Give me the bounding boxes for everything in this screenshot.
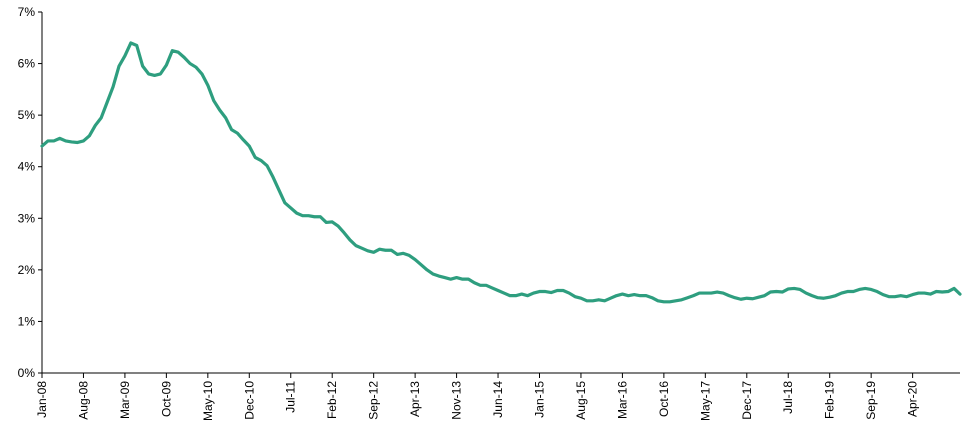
x-tick-label: Mar-09 — [118, 381, 132, 419]
x-tick-label: Sep-19 — [864, 381, 878, 420]
x-tick-label: Jul-18 — [781, 381, 795, 414]
x-tick-label: Jan-08 — [35, 381, 49, 418]
x-tick-label: Feb-19 — [823, 381, 837, 419]
y-tick-label: 6% — [18, 57, 36, 71]
x-tick-label: Aug-15 — [574, 381, 588, 420]
x-tick-label: May-10 — [201, 381, 215, 421]
x-tick-label: Feb-12 — [325, 381, 339, 419]
x-tick-label: Jun-14 — [491, 381, 505, 418]
y-tick-label: 0% — [18, 366, 36, 380]
x-tick-label: May-17 — [698, 381, 712, 421]
x-tick-label: Oct-16 — [657, 381, 671, 417]
x-tick-label: Jan-15 — [532, 381, 546, 418]
x-tick-label: Sep-12 — [367, 381, 381, 420]
y-tick-label: 4% — [18, 160, 36, 174]
y-axis: 0% 1% 2% 3% 4% 5% 6% 7% — [18, 5, 43, 380]
x-tick-label: Oct-09 — [159, 381, 173, 417]
series-line — [40, 41, 962, 304]
x-tick-label: Dec-10 — [242, 381, 256, 420]
x-tick-label: Nov-13 — [450, 381, 464, 420]
y-tick-label: 3% — [18, 211, 36, 225]
x-tick-label: Mar-16 — [615, 381, 629, 419]
y-tick-label: 1% — [18, 314, 36, 328]
y-tick-label: 7% — [18, 5, 36, 19]
x-axis: Jan-08 Aug-08 Mar-09 Oct-09 May-10 Dec-10 Jul-… — [35, 372, 960, 421]
x-tick-label: Aug-08 — [76, 381, 90, 420]
x-tick-label: Jul-11 — [284, 381, 298, 413]
x-tick-label: Apr-13 — [408, 381, 422, 417]
y-tick-label: 5% — [18, 108, 36, 122]
x-tick-label: Apr-20 — [906, 381, 920, 417]
y-tick-label: 2% — [18, 263, 36, 277]
series-layer — [40, 41, 962, 304]
x-tick-label: Dec-17 — [740, 381, 754, 420]
